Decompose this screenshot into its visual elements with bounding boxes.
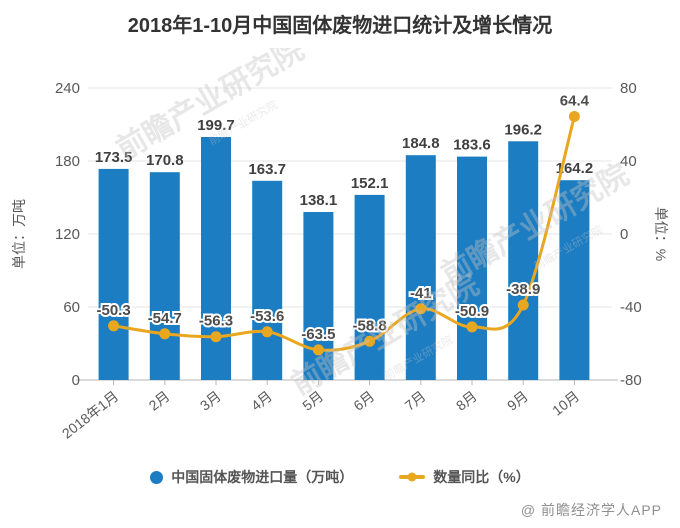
bar xyxy=(405,155,436,380)
right-axis-tick-label: -80 xyxy=(620,372,642,389)
trend-value-label: -63.5 xyxy=(301,326,335,343)
bar-value-label: 173.5 xyxy=(95,149,133,166)
right-axis-title: 单位：% xyxy=(653,207,669,261)
bar xyxy=(149,172,180,380)
chart-svg: 173.5 170.8 199.7 163.7 138.1 152.1 184.8 183.6… xyxy=(11,48,669,442)
trend-value-label: 64.4 xyxy=(560,93,590,110)
trend-point xyxy=(415,303,427,315)
legend-item-line-series[interactable]: 数量同比（%） xyxy=(399,467,530,487)
bar-value-label: 152.1 xyxy=(351,175,389,192)
trend-value-label: -50.9 xyxy=(455,303,489,320)
right-axis-tick-label: 80 xyxy=(620,80,637,97)
x-axis-category-label: 9月 xyxy=(504,388,531,414)
line-series-label: 数量同比（%） xyxy=(433,469,530,485)
bar-value-label: 184.8 xyxy=(402,135,440,152)
trend-point xyxy=(159,328,171,340)
trend-point xyxy=(517,299,529,311)
right-axis-tick-label: 0 xyxy=(620,226,628,243)
left-axis-title: 单位：万吨 xyxy=(11,199,27,269)
right-axis-tick-label: -40 xyxy=(620,299,642,316)
trend-value-label: -38.9 xyxy=(506,281,540,298)
bar xyxy=(201,137,231,380)
bar-value-label: 163.7 xyxy=(248,161,286,178)
line-series-swatch-icon xyxy=(399,472,426,482)
bar xyxy=(559,180,590,380)
bar-value-label: 183.6 xyxy=(453,137,491,154)
bar xyxy=(457,156,487,380)
trend-point xyxy=(210,331,222,343)
trend-value-label: -56.3 xyxy=(199,313,233,330)
trend-point xyxy=(466,321,478,333)
trend-point xyxy=(364,335,376,347)
left-axis-tick-label: 240 xyxy=(55,80,80,97)
x-axis-category-label: 10月 xyxy=(549,388,582,419)
bar xyxy=(354,194,385,380)
x-axis-category-label: 7月 xyxy=(402,388,429,414)
trend-point xyxy=(312,344,324,356)
bar-value-label: 164.2 xyxy=(556,160,594,177)
bar-series-label: 中国固体废物进口量（万吨） xyxy=(171,469,354,485)
legend-item-bar-series[interactable]: 中国固体废物进口量（万吨） xyxy=(150,467,353,487)
trend-value-label: -41 xyxy=(410,285,432,302)
trend-point xyxy=(261,326,273,338)
trend-value-label: -50.3 xyxy=(96,302,130,319)
chart-title: 2018年1-10月中国固体废物进口统计及增长情况 xyxy=(127,15,553,37)
x-axis-category-label: 6月 xyxy=(350,388,377,414)
bar xyxy=(252,180,283,380)
x-axis-category-label: 2月 xyxy=(146,388,173,414)
x-axis-category-label: 8月 xyxy=(453,388,480,414)
trend-point xyxy=(568,111,580,122)
left-axis-tick-label: 60 xyxy=(63,299,80,316)
chart-legend: 中国固体废物进口量（万吨） 数量同比（%） xyxy=(0,467,680,487)
x-axis-category-label: 2018年1月 xyxy=(59,388,122,442)
bar-series-swatch-icon xyxy=(150,470,164,484)
left-axis-tick-label: 120 xyxy=(55,226,80,243)
trend-value-label: -58.8 xyxy=(352,317,386,334)
bar-value-label: 170.8 xyxy=(146,152,184,169)
right-axis-tick-label: 40 xyxy=(620,153,637,170)
bar-value-label: 196.2 xyxy=(504,121,542,138)
left-axis-tick-label: 180 xyxy=(55,153,80,170)
bar xyxy=(508,141,539,380)
x-axis-category-label: 3月 xyxy=(197,388,224,414)
trend-value-label: -53.6 xyxy=(250,308,284,325)
bar-value-label: 138.1 xyxy=(300,192,338,209)
bar-value-label: 199.7 xyxy=(197,117,235,134)
left-axis-tick-label: 0 xyxy=(72,372,80,389)
trend-value-label: -54.7 xyxy=(148,310,182,327)
x-axis-category-label: 4月 xyxy=(248,388,275,414)
bar xyxy=(98,168,129,380)
watermark-credit: @ 前瞻经济学人APP xyxy=(520,502,662,518)
trend-point xyxy=(108,320,120,332)
